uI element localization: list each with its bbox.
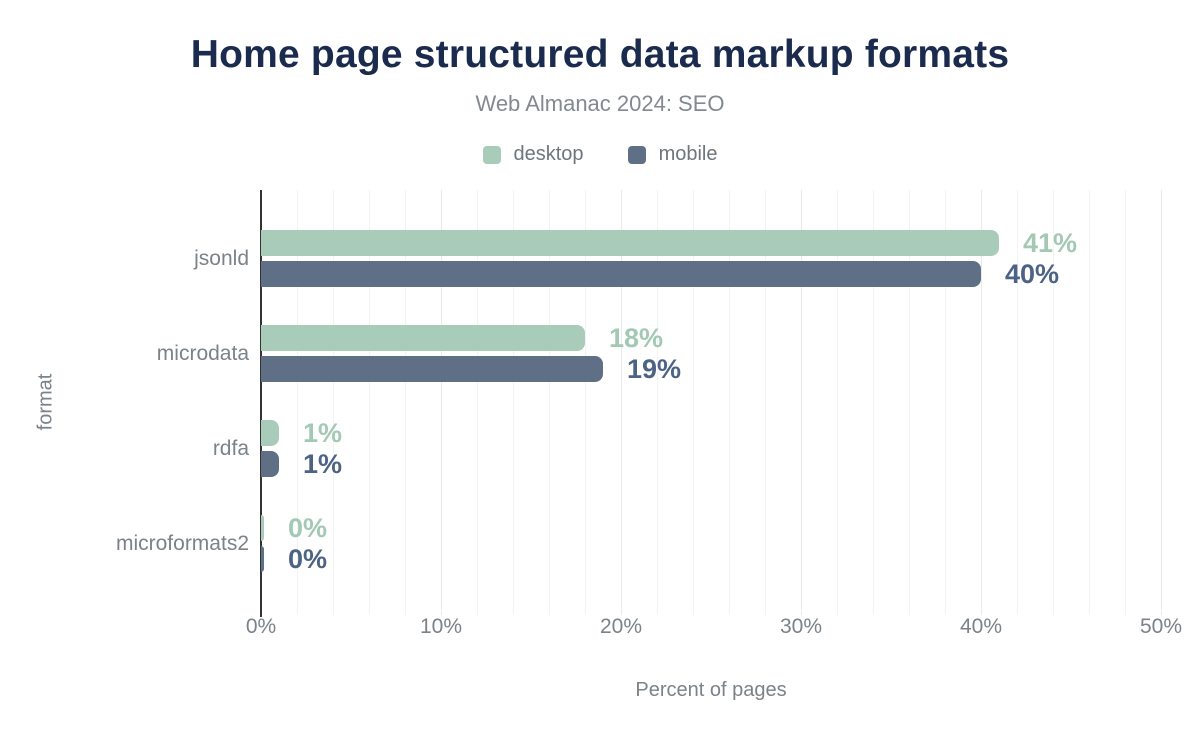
value-label-desktop-microformats2: 0% xyxy=(288,512,328,543)
gridline xyxy=(765,190,766,615)
legend-item-mobile[interactable]: mobile xyxy=(627,143,718,166)
bar-mobile-rdfa[interactable] xyxy=(261,451,279,477)
gridline xyxy=(621,190,622,615)
gridline xyxy=(585,190,586,615)
bar-row-mobile-microdata: 19% xyxy=(261,353,1161,384)
gridline xyxy=(441,190,442,615)
bar-group-rdfa: rdfa 1% 1% xyxy=(213,417,1161,479)
value-label-mobile-microformats2: 0% xyxy=(288,543,328,574)
category-label-rdfa: rdfa xyxy=(212,436,249,460)
gridline xyxy=(873,190,874,615)
gridline xyxy=(405,190,406,615)
bar-row-mobile-jsonld: 40% xyxy=(261,258,1161,289)
bar-group-microformats2: microformats2 0% 0% xyxy=(116,512,1161,574)
gridline xyxy=(693,190,694,615)
bar-mobile-microformats2[interactable] xyxy=(261,546,264,572)
value-label-mobile-microdata: 19% xyxy=(627,353,682,384)
bar-desktop-microdata[interactable] xyxy=(261,325,585,351)
gridline xyxy=(909,190,910,615)
bar-desktop-rdfa[interactable] xyxy=(261,420,279,446)
gridline xyxy=(945,190,946,615)
bar-desktop-microformats2[interactable] xyxy=(261,515,264,541)
category-label-jsonld: jsonld xyxy=(194,246,249,270)
value-label-mobile-jsonld: 40% xyxy=(1005,258,1060,289)
x-tick-20%: 20% xyxy=(599,615,643,638)
bar-group-microdata: microdata 18% 19% xyxy=(157,322,1161,384)
gridline xyxy=(729,190,730,615)
x-tick-40%: 40% xyxy=(959,615,1003,638)
x-axis-title: Percent of pages xyxy=(635,679,787,701)
gridline xyxy=(837,190,838,615)
chart-title: Home page structured data markup formats xyxy=(190,33,1010,76)
desktop-swatch-icon xyxy=(482,145,501,164)
gridline xyxy=(1125,190,1126,615)
bar-row-mobile-rdfa: 1% xyxy=(261,448,1161,479)
bar-row-desktop-jsonld: 41% xyxy=(261,227,1161,258)
legend-label-desktop: desktop xyxy=(513,143,584,165)
gridline xyxy=(333,190,334,615)
gridline xyxy=(657,190,658,615)
gridline xyxy=(369,190,370,615)
bar-mobile-jsonld[interactable] xyxy=(261,261,981,287)
legend-item-desktop[interactable]: desktop xyxy=(482,143,584,166)
value-label-mobile-rdfa: 1% xyxy=(303,448,343,479)
x-tick-30%: 30% xyxy=(779,615,823,638)
gridline xyxy=(801,190,802,615)
value-label-desktop-jsonld: 41% xyxy=(1023,227,1078,258)
bar-mobile-microdata[interactable] xyxy=(261,356,603,382)
value-label-desktop-microdata: 18% xyxy=(609,322,664,353)
category-label-microdata: microdata xyxy=(156,341,249,365)
gridline xyxy=(513,190,514,615)
mobile-swatch-icon xyxy=(627,145,646,164)
gridline xyxy=(981,190,982,615)
gridline xyxy=(1161,190,1162,615)
gridline xyxy=(297,190,298,615)
chart-subtitle: Web Almanac 2024: SEO xyxy=(475,91,725,116)
gridline xyxy=(477,190,478,615)
bar-row-mobile-microformats2: 0% xyxy=(261,543,1161,574)
gridline xyxy=(549,190,550,615)
bar-group-jsonld: jsonld 41% 40% xyxy=(194,227,1161,289)
legend: desktop mobile xyxy=(0,143,1200,166)
legend-label-mobile: mobile xyxy=(658,143,718,165)
bar-row-desktop-rdfa: 1% xyxy=(261,417,1161,448)
bar-desktop-jsonld[interactable] xyxy=(261,230,999,256)
x-tick-50%: 50% xyxy=(1139,615,1183,638)
value-label-desktop-rdfa: 1% xyxy=(303,417,343,448)
y-axis-line xyxy=(260,190,262,617)
x-tick-10%: 10% xyxy=(419,615,463,638)
bar-row-desktop-microdata: 18% xyxy=(261,322,1161,353)
x-tick-0%: 0% xyxy=(245,615,277,638)
x-axis-ticks: 0% 10% 20% 30% 40% 50% xyxy=(246,615,1182,643)
plot-area: jsonld 41% 40% microdata 18% 19% rdfa 1% 1% micro… xyxy=(116,190,1162,617)
bar-row-desktop-microformats2: 0% xyxy=(261,512,1161,543)
category-label-microformats2: microformats2 xyxy=(115,531,249,555)
y-axis-title: format xyxy=(34,373,57,431)
gridline xyxy=(1089,190,1090,615)
gridline xyxy=(1053,190,1054,615)
gridline xyxy=(1017,190,1018,615)
